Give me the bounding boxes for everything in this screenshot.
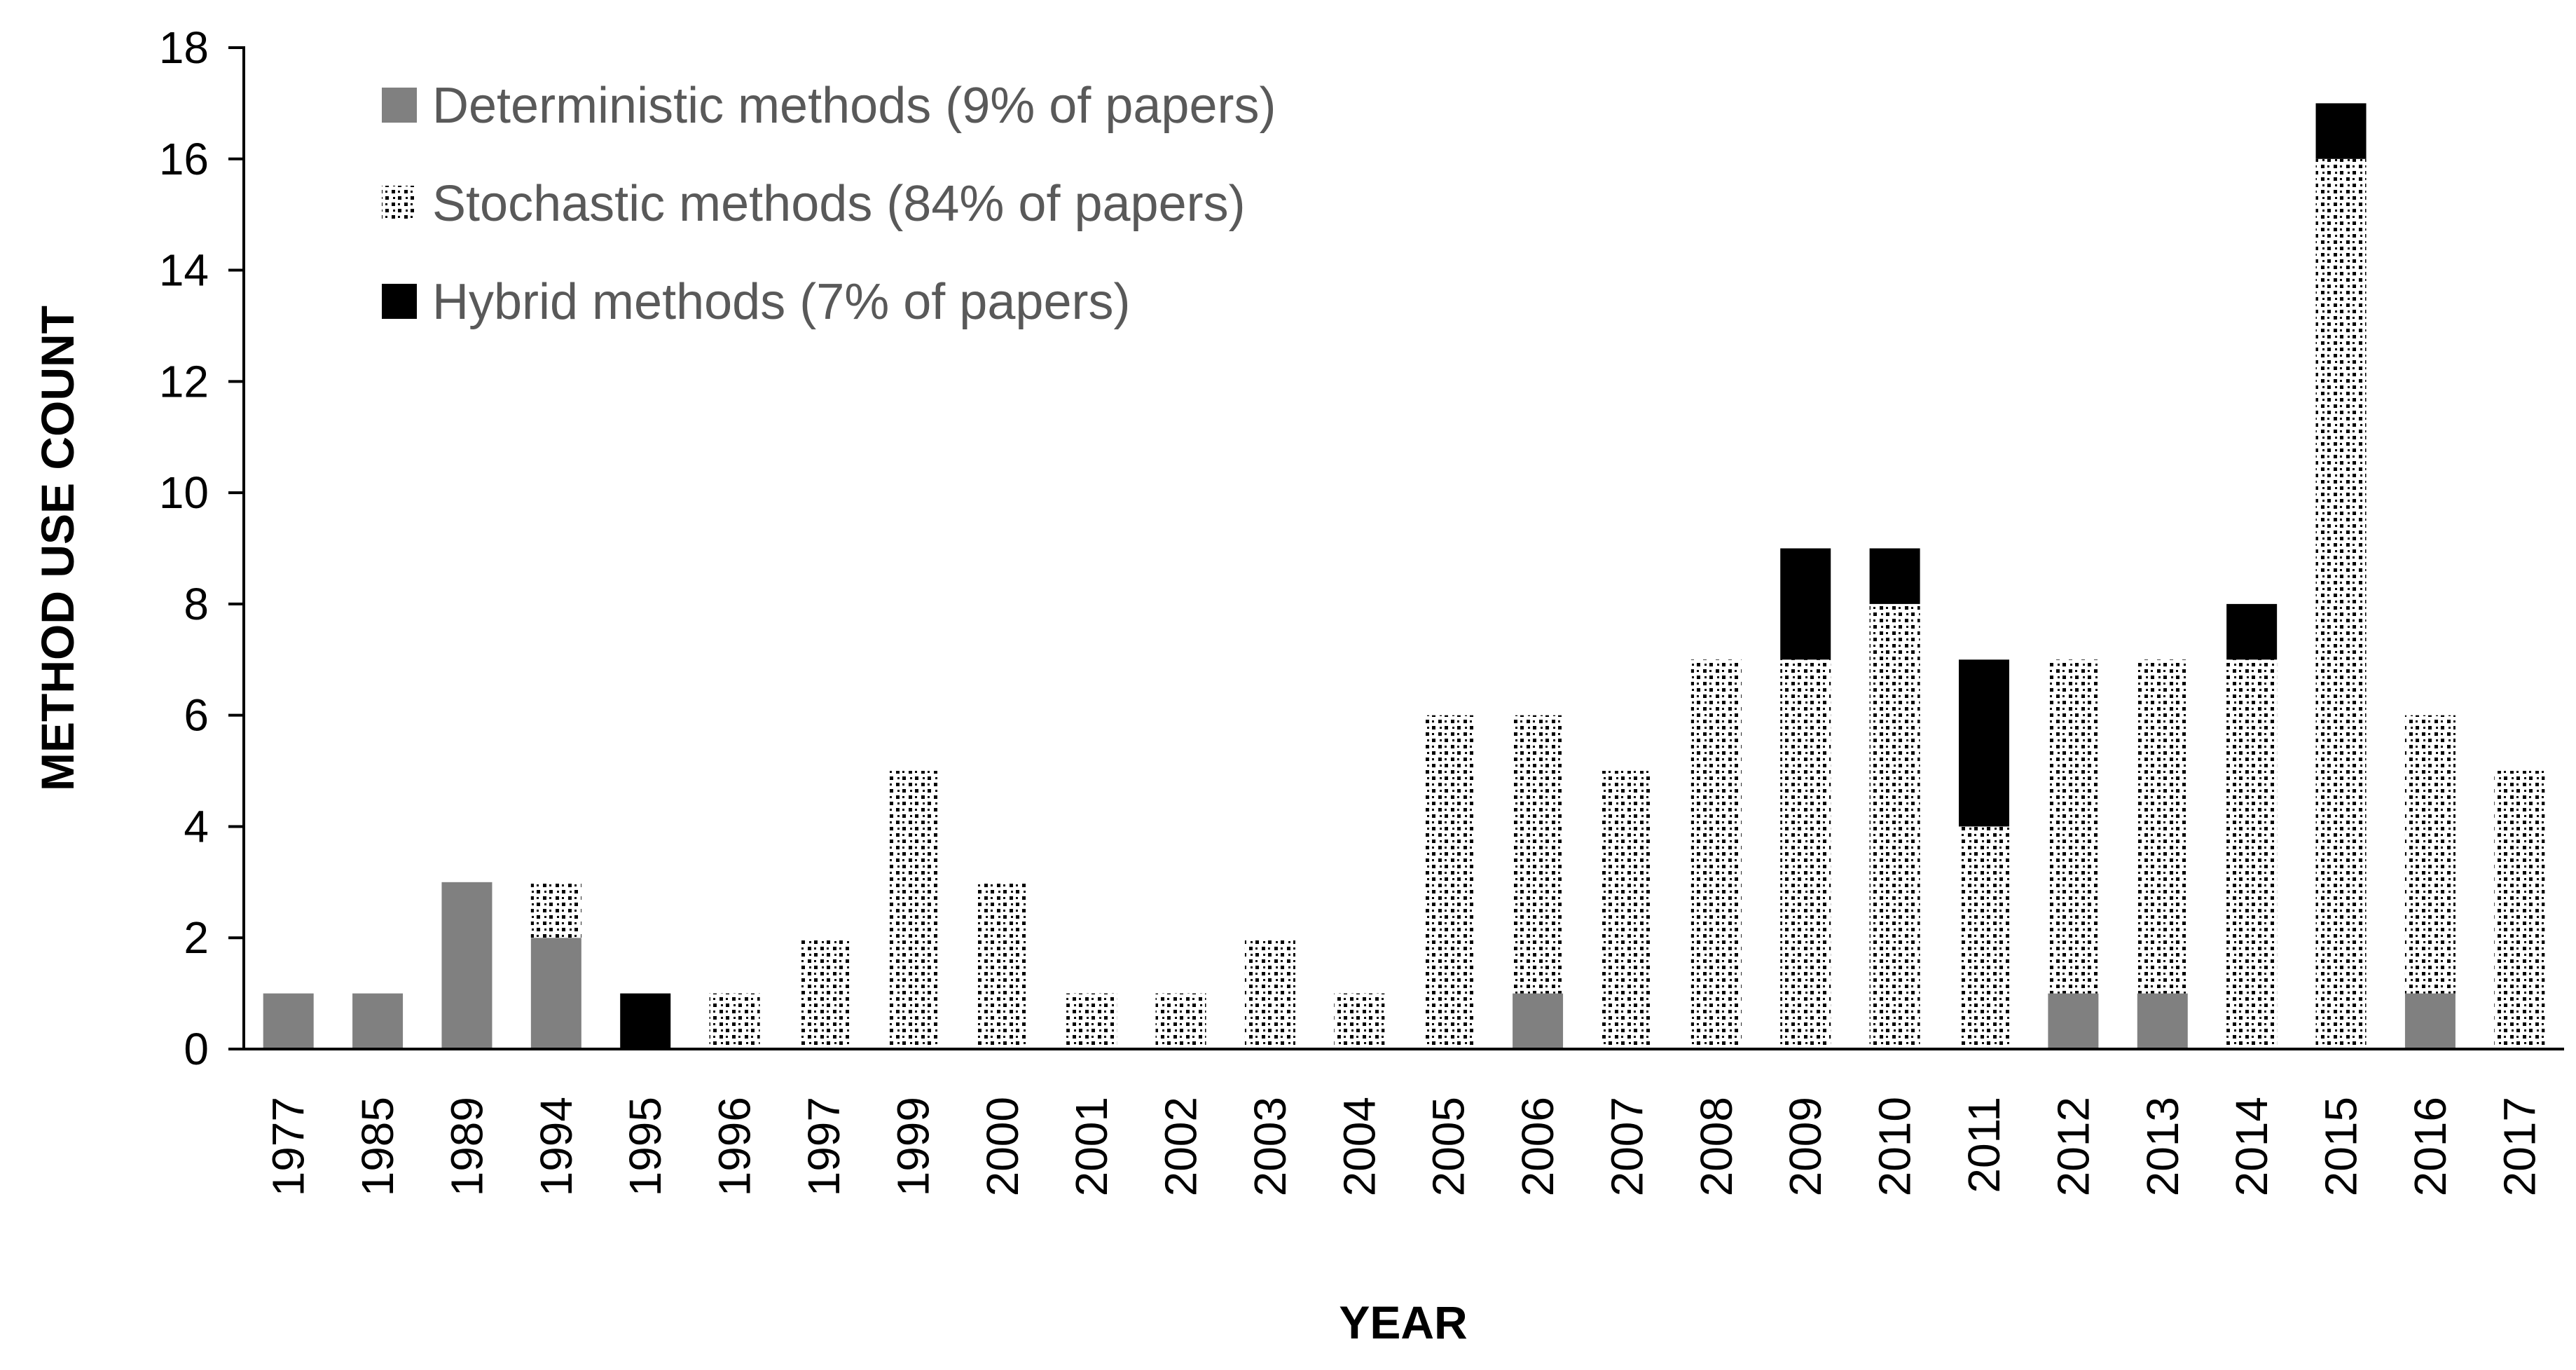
- legend-label-series-3: Hybrid methods (7% of papers): [432, 274, 1130, 330]
- x-tick-label-2002: 2002: [1156, 1097, 1206, 1196]
- bar-1989-series-1: [441, 882, 493, 1049]
- bar-2006-series-1: [1513, 993, 1564, 1049]
- x-tick-label-2004: 2004: [1334, 1097, 1384, 1196]
- x-tick-label-1985: 1985: [352, 1097, 403, 1196]
- bar-2010-series-3: [1869, 548, 1920, 604]
- bar-2008-series-2: [1690, 659, 1742, 1049]
- bar-2012-series-1: [2048, 993, 2099, 1049]
- bar-2016-series-1: [2404, 993, 2456, 1049]
- axis-labels: YEAR METHOD USE COUNT: [32, 306, 1468, 1348]
- legend-swatch-series-2: [382, 186, 417, 221]
- bar-2006-series-2: [1513, 715, 1564, 994]
- bar-2017-series-2: [2494, 771, 2545, 1049]
- x-axis-title: YEAR: [1339, 1296, 1467, 1348]
- bar-1997-series-2: [799, 938, 849, 1049]
- bar-1995-series-3: [620, 993, 671, 1049]
- x-tick-label-2012: 2012: [2048, 1097, 2098, 1196]
- x-tick-label-2014: 2014: [2226, 1097, 2277, 1196]
- bar-2014-series-2: [2226, 659, 2278, 1049]
- bar-1994-series-1: [530, 938, 581, 1049]
- x-tick-label-2013: 2013: [2137, 1097, 2188, 1196]
- bar-2005-series-2: [1423, 715, 1474, 1049]
- x-tick-label-1977: 1977: [263, 1097, 314, 1196]
- legend: Deterministic methods (9% of papers) Stoc…: [382, 78, 1276, 330]
- legend-label-series-1: Deterministic methods (9% of papers): [432, 78, 1276, 134]
- bar-2014-series-3: [2226, 603, 2278, 660]
- x-tick-label-2017: 2017: [2494, 1097, 2544, 1196]
- bar-2012-series-2: [2048, 659, 2099, 994]
- bar-2011-series-2: [1959, 826, 2009, 1049]
- axes-layer: 0 2 4 6 8 10 12 14 16 18 1977 1985 1989 1994 1995 1996 1…: [159, 22, 2564, 1196]
- y-tick-label-16: 16: [159, 134, 209, 184]
- y-tick-label-2: 2: [184, 912, 209, 963]
- x-tick-label-2008: 2008: [1691, 1097, 1742, 1196]
- y-tick-label-18: 18: [159, 22, 209, 73]
- x-tick-label-2007: 2007: [1602, 1097, 1652, 1196]
- bar-2015-series-3: [2315, 103, 2367, 159]
- bar-1999-series-2: [888, 771, 939, 1049]
- bar-2007-series-2: [1602, 771, 1653, 1049]
- x-tick-label-2003: 2003: [1245, 1097, 1295, 1196]
- bar-1994-series-2: [530, 882, 581, 938]
- y-tick-label-8: 8: [184, 579, 209, 629]
- bar-2000-series-2: [977, 882, 1028, 1049]
- bar-2015-series-2: [2315, 158, 2367, 1049]
- x-tick-label-2000: 2000: [977, 1097, 1028, 1196]
- legend-swatch-series-1: [382, 88, 417, 123]
- x-tick-label-1997: 1997: [799, 1097, 849, 1196]
- legend-label-series-2: Stochastic methods (84% of papers): [432, 176, 1246, 232]
- bar-2016-series-2: [2404, 715, 2456, 994]
- y-tick-label-0: 0: [184, 1024, 209, 1074]
- x-tick-label-2010: 2010: [1870, 1097, 1920, 1196]
- x-tick-label-1995: 1995: [620, 1097, 670, 1196]
- bar-1977-series-1: [263, 993, 314, 1049]
- y-tick-label-14: 14: [159, 245, 209, 296]
- x-tick-label-2006: 2006: [1513, 1097, 1563, 1196]
- x-tick-label-2011: 2011: [1959, 1097, 2009, 1193]
- bar-2011-series-3: [1959, 659, 2009, 827]
- y-tick-label-6: 6: [184, 690, 209, 741]
- bar-2009-series-3: [1780, 548, 1831, 660]
- x-tick-label-2001: 2001: [1066, 1097, 1117, 1196]
- bar-2009-series-2: [1780, 659, 1831, 1049]
- y-axis-title: METHOD USE COUNT: [32, 306, 83, 791]
- x-tick-label-1989: 1989: [441, 1097, 492, 1196]
- x-tick-label-1994: 1994: [531, 1097, 581, 1196]
- x-tick-label-2009: 2009: [1780, 1097, 1831, 1196]
- x-tick-label-2005: 2005: [1424, 1097, 1474, 1196]
- bar-1985-series-1: [352, 993, 404, 1049]
- legend-swatch-series-3: [382, 284, 417, 319]
- bar-2004-series-2: [1334, 993, 1385, 1049]
- x-tick-label-1999: 1999: [888, 1097, 938, 1196]
- bar-2013-series-1: [2137, 993, 2188, 1049]
- bar-2003-series-2: [1244, 938, 1295, 1049]
- bar-1996-series-2: [709, 993, 760, 1049]
- bar-2013-series-2: [2137, 659, 2188, 994]
- y-tick-label-4: 4: [184, 801, 209, 851]
- y-tick-label-12: 12: [159, 356, 209, 406]
- x-tick-label-2015: 2015: [2316, 1097, 2367, 1196]
- bars-layer: [263, 103, 2545, 1049]
- x-tick-label-2016: 2016: [2405, 1097, 2456, 1196]
- bar-2001-series-2: [1066, 993, 1117, 1049]
- bar-2002-series-2: [1155, 993, 1206, 1049]
- x-tick-label-1996: 1996: [710, 1097, 760, 1196]
- y-tick-label-10: 10: [159, 467, 209, 518]
- bar-2010-series-2: [1869, 603, 1920, 1049]
